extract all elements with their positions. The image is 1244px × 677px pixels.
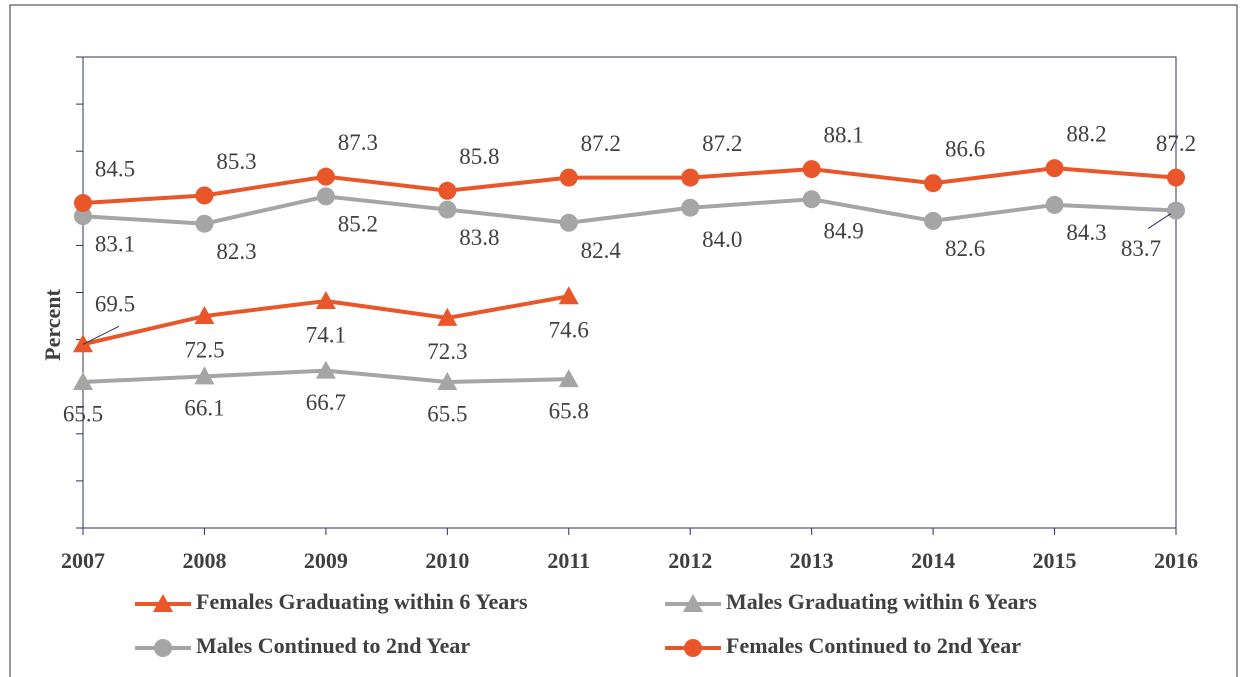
data-label: 87.2 <box>581 131 621 156</box>
x-tick-label: 2010 <box>425 548 469 573</box>
x-tick-label: 2014 <box>911 548 955 573</box>
marker <box>438 181 457 200</box>
data-label: 85.2 <box>338 212 378 237</box>
data-label: 88.1 <box>824 122 864 147</box>
marker <box>558 369 579 388</box>
data-label: 86.6 <box>945 137 985 162</box>
series-line <box>82 166 1177 206</box>
marker <box>1167 201 1185 220</box>
marker <box>316 187 335 206</box>
marker <box>437 307 458 326</box>
data-label: 72.5 <box>184 337 224 362</box>
marker <box>315 290 336 309</box>
marker <box>315 360 336 379</box>
legend-marker <box>154 639 172 657</box>
leader-line <box>82 325 120 345</box>
x-tick-label: 2008 <box>182 548 226 573</box>
legend-label: Females Graduating within 6 Years <box>196 589 528 614</box>
data-label: 84.0 <box>702 227 742 252</box>
x-tick-label: 2016 <box>1154 548 1198 573</box>
data-label: 83.7 <box>1121 236 1161 261</box>
legend-marker <box>684 639 702 657</box>
data-label: 74.6 <box>549 318 589 343</box>
legend-marker <box>683 594 703 612</box>
data-label: 66.1 <box>184 396 224 421</box>
marker <box>195 186 214 205</box>
marker <box>1167 168 1185 187</box>
marker <box>1045 195 1064 214</box>
x-tick-label: 2011 <box>547 548 590 573</box>
data-label: 87.3 <box>338 130 378 155</box>
marker <box>438 200 457 219</box>
x-tick-label: 2012 <box>668 548 712 573</box>
data-label: 72.3 <box>427 339 467 364</box>
leader-line <box>1147 213 1172 229</box>
data-label: 84.9 <box>824 219 864 244</box>
legend-label: Females Continued to 2nd Year <box>726 633 1021 658</box>
marker <box>73 334 93 353</box>
series-line <box>82 194 1177 226</box>
marker <box>1045 159 1064 178</box>
legend-label: Males Continued to 2nd Year <box>196 633 470 658</box>
data-label: 85.3 <box>216 149 256 174</box>
data-label: 69.5 <box>95 292 135 317</box>
plot-border <box>82 56 1177 529</box>
marker <box>73 371 93 390</box>
marker <box>194 306 215 325</box>
data-label: 65.5 <box>63 401 103 426</box>
marker <box>558 286 579 305</box>
data-label: 85.8 <box>459 144 499 169</box>
data-label: 84.5 <box>95 156 135 181</box>
marker <box>74 194 92 213</box>
marker <box>924 174 943 193</box>
frame <box>9 4 1238 677</box>
marker <box>802 190 821 209</box>
data-label: 87.2 <box>1156 131 1196 156</box>
data-label: 82.4 <box>581 238 622 263</box>
data-label: 66.7 <box>306 390 346 415</box>
data-label: 87.2 <box>702 131 742 156</box>
x-tick-label: 2009 <box>304 548 348 573</box>
data-label: 88.2 <box>1066 121 1106 146</box>
marker <box>559 213 578 232</box>
data-label: 84.3 <box>1066 220 1106 245</box>
data-label: 65.8 <box>549 398 589 423</box>
marker <box>195 214 214 233</box>
marker <box>802 160 821 179</box>
x-tick-label: 2015 <box>1033 548 1077 573</box>
data-label: 83.8 <box>459 225 499 250</box>
marker <box>924 211 943 230</box>
marker <box>316 167 335 186</box>
legend-marker <box>153 594 173 612</box>
marker <box>74 207 92 226</box>
x-tick-label: 2007 <box>61 548 105 573</box>
legend-label: Males Graduating within 6 Years <box>726 589 1037 614</box>
y-axis-label: Percent <box>40 289 65 361</box>
data-label: 83.1 <box>95 231 135 256</box>
marker <box>681 198 700 217</box>
data-label: 82.3 <box>216 239 256 264</box>
marker <box>437 371 458 390</box>
marker <box>194 366 215 385</box>
data-label: 74.1 <box>306 322 346 347</box>
data-label: 82.6 <box>945 236 985 261</box>
marker <box>559 168 578 187</box>
data-label: 65.5 <box>427 401 467 426</box>
marker <box>681 168 700 187</box>
x-tick-label: 2013 <box>790 548 834 573</box>
